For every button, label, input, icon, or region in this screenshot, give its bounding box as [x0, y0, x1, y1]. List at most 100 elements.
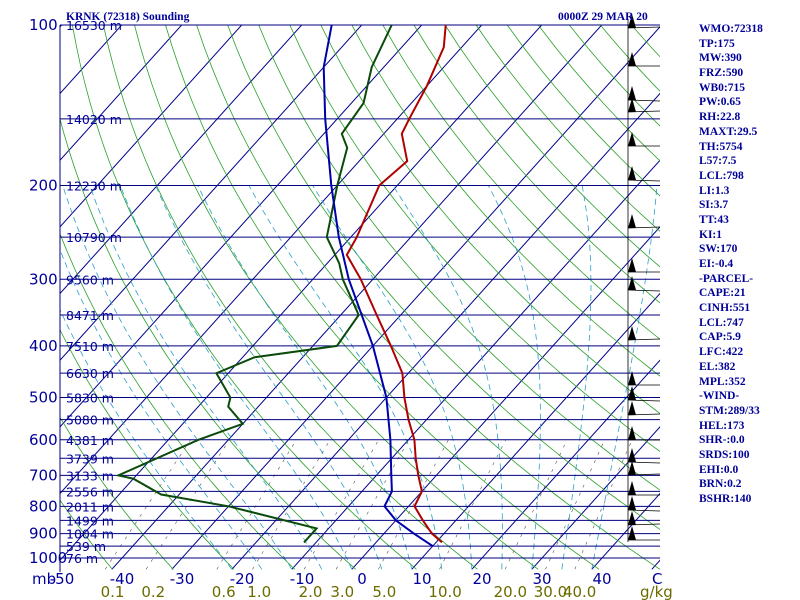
mixing-ratio-line	[303, 439, 379, 570]
wind-barbs	[627, 14, 661, 542]
height-label: 6630 m	[66, 366, 114, 381]
isotherm-line	[411, 292, 660, 570]
index-item: L57:7.5	[699, 155, 737, 168]
wind-barb	[627, 326, 661, 341]
height-label: 5830 m	[66, 391, 114, 406]
pressure-tick-label: 400	[29, 337, 58, 355]
height-label: 76 m	[66, 551, 98, 566]
dry-adiabat-line	[351, 25, 660, 377]
dry-adiabat-line	[60, 416, 174, 570]
pressure-tick-label: 100	[29, 16, 58, 34]
height-label: 2556 m	[66, 484, 114, 499]
wind-barb	[628, 52, 660, 67]
height-label: 3739 m	[66, 451, 114, 466]
mixing-ratio-tick-labels: 0.1 0.2 0.6 1.0 2.0 3.0 5.0 10.0 20.0 30.040.0	[101, 583, 597, 600]
temperature-tick-label: -20	[230, 570, 255, 588]
height-label: 12230 m	[66, 178, 122, 193]
index-item: MW:390	[699, 52, 742, 65]
index-item: EHI:0.0	[699, 463, 739, 476]
isotherm-line	[60, 25, 483, 495]
index-item: SRDS:100	[699, 448, 750, 461]
pressure-tick-label: 600	[29, 431, 58, 449]
index-item: TH:5754	[699, 140, 743, 153]
mixing-ratio-tick-label: 1.0	[247, 583, 271, 600]
sounding-series	[115, 25, 447, 547]
index-item: HEL:173	[699, 419, 745, 432]
isotherm-line	[351, 226, 660, 570]
pressure-tick-label: 500	[29, 389, 58, 407]
temperature-line	[345, 25, 447, 544]
wind-barb	[627, 166, 661, 182]
index-item: TT:43	[699, 213, 729, 226]
index-item: LI:1.3	[699, 184, 730, 197]
dry-adiabat-line	[320, 25, 660, 415]
dewpoint-line	[115, 25, 393, 544]
temperature-tick-label: 20	[472, 570, 491, 588]
temperature-tick-label: 40	[592, 570, 611, 588]
index-item: FRZ:590	[699, 67, 744, 80]
wind-barb	[628, 426, 660, 441]
dry-adiabat-line	[165, 25, 600, 570]
wind-barb	[627, 461, 661, 476]
index-item: KI:1	[699, 228, 722, 241]
dry-adiabat-line	[196, 25, 660, 570]
pressure-unit-label: mb	[32, 570, 56, 588]
mixing-ratio-tick-label: 5.0	[372, 583, 396, 600]
pressure-tick-label: 1000	[29, 549, 67, 567]
wind-barb	[628, 132, 660, 147]
temperature-tick-label: -50	[50, 570, 75, 588]
dry-adiabat-line	[60, 499, 113, 570]
dry-adiabat-line	[413, 25, 660, 304]
index-item: RH:22.8	[699, 111, 741, 124]
dry-adiabat-line	[60, 232, 296, 570]
mixing-ratio-tick-label: 30.0	[534, 583, 567, 600]
isotherm-line	[291, 159, 660, 570]
height-label: 7510 m	[66, 339, 114, 354]
mixing-ratio-line	[545, 439, 605, 570]
index-item: MPL:352	[699, 375, 746, 388]
wind-barb	[628, 258, 660, 273]
temperature-tick-label: -40	[110, 570, 135, 588]
chart-title: KRNK (72318) Sounding	[66, 11, 190, 23]
wind-barb	[627, 98, 661, 113]
isotherm-line	[60, 25, 303, 295]
moist-adiabat-line	[392, 185, 503, 570]
index-item: CAP:5.9	[699, 331, 741, 344]
mixing-ratio-tick-label: 2.0	[299, 583, 323, 600]
pressure-tick-labels: 100 200 300 400 500 600 700 800 900 1000	[29, 16, 67, 567]
index-item: PW:0.65	[699, 96, 741, 109]
height-label: 14020 m	[66, 112, 122, 127]
height-label: 4381 m	[66, 433, 114, 448]
temperature-tick-label: 30	[532, 570, 551, 588]
mixing-ratio-tick-label: 20.0	[494, 583, 527, 600]
height-label: 1499 m	[66, 513, 114, 528]
wind-barb	[627, 511, 661, 526]
moist-adiabat-line	[119, 185, 353, 570]
dry-adiabat-line	[258, 25, 660, 491]
height-label: 16530 m	[66, 18, 122, 33]
height-label: 9560 m	[66, 272, 114, 287]
mixing-ratio-line	[104, 439, 191, 570]
moist-adiabat-line	[197, 185, 413, 570]
index-item: SI:3.7	[699, 199, 729, 212]
index-item: LFC:422	[699, 346, 744, 359]
index-item: STM:289/33	[699, 404, 760, 417]
pressure-tick-label: 700	[29, 466, 58, 484]
wind-barb	[627, 276, 661, 292]
temperature-unit-label: C	[652, 570, 662, 588]
moist-adiabat-line	[312, 185, 473, 570]
wind-barb	[627, 214, 661, 229]
moist-adiabat-line	[155, 185, 383, 570]
mixing-ratio-tick-label: 40.0	[563, 583, 596, 600]
index-item: -PARCEL-	[699, 272, 754, 285]
pressure-tick-label: 200	[29, 176, 58, 194]
wind-barb	[628, 526, 660, 541]
temperature-tick-label: -30	[170, 570, 195, 588]
wind-barb	[627, 401, 661, 416]
mixing-ratio-tick-label: 10.0	[428, 583, 461, 600]
pressure-tick-label: 800	[29, 497, 58, 515]
isobar-lines	[60, 24, 660, 559]
moist-adiabat-line	[60, 248, 263, 570]
wind-barb	[628, 481, 660, 496]
mixing-ratio-line	[335, 439, 410, 570]
